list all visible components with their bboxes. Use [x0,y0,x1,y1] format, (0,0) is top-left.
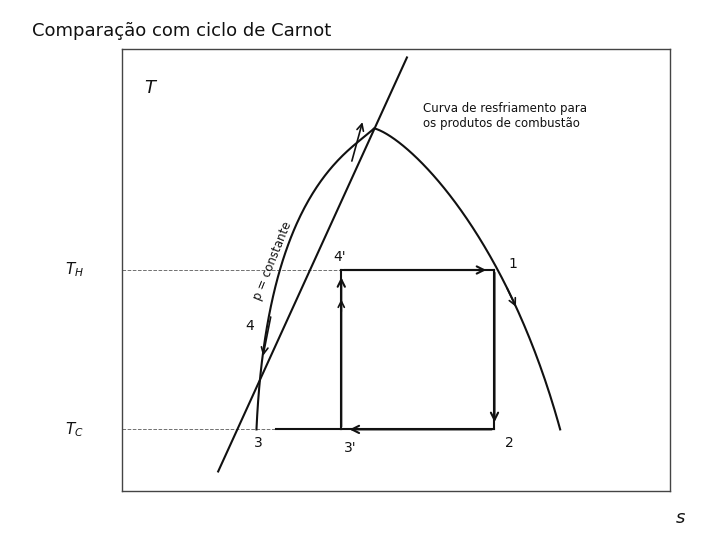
Text: p = constante: p = constante [251,220,294,302]
Text: 1: 1 [508,257,517,271]
Text: $T_C$: $T_C$ [66,420,84,439]
Text: 2: 2 [505,436,514,450]
Text: $T$: $T$ [144,79,158,97]
Text: $s$: $s$ [675,509,686,527]
Text: 4': 4' [333,250,346,264]
Text: 3: 3 [253,436,263,450]
Text: Curva de resfriamento para
os produtos de combustão: Curva de resfriamento para os produtos d… [423,102,588,130]
Text: $T_H$: $T_H$ [65,261,84,279]
Text: 4: 4 [246,319,254,333]
Text: Comparação com ciclo de Carnot: Comparação com ciclo de Carnot [32,22,332,39]
Text: 3': 3' [344,441,356,455]
